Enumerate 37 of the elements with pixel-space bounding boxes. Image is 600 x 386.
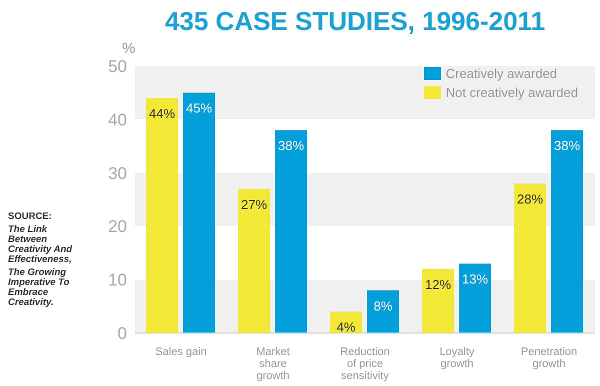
bar (422, 268, 454, 333)
y-tick-label: 40 (108, 110, 127, 130)
bar (514, 183, 546, 333)
bar (459, 264, 492, 333)
bar (146, 98, 178, 333)
bar (183, 92, 216, 333)
data-label: 45% (186, 100, 212, 116)
data-label: 44% (149, 106, 176, 122)
x-tick-label: Sales gain (155, 346, 207, 358)
y-axis-title: % (122, 40, 136, 57)
data-label: 4% (336, 320, 356, 335)
x-tick-label: Loyalty growth (440, 346, 475, 370)
x-tick-label: Penetration growth (520, 346, 578, 370)
data-label: 27% (241, 196, 268, 212)
data-label: 38% (278, 138, 304, 154)
source-note: SOURCE: (8, 211, 53, 222)
bar (238, 188, 270, 333)
data-label: 13% (462, 272, 488, 287)
x-tick-label: Reduction of price sensitivity (340, 346, 390, 382)
bar (551, 130, 584, 333)
data-label: 12% (425, 276, 452, 292)
data-label: 8% (374, 298, 393, 314)
text: The Growing Imperative To Embrace Creativity. (8, 266, 70, 308)
y-tick-label: 30 (108, 164, 127, 183)
chart-title: 435 CASE STUDIES, 1996-2011 (164, 6, 546, 37)
text: The Link Between Creativity And Effectiveness, (8, 224, 74, 265)
bar (367, 290, 400, 333)
y-tick-label: 50 (108, 57, 127, 76)
y-tick-label: 0 (118, 324, 127, 344)
data-label: 38% (554, 138, 580, 154)
x-tick-label: Market share growth (256, 346, 290, 382)
bar (275, 130, 308, 333)
legend-label: Not creatively awarded (446, 85, 578, 100)
data-label: 28% (517, 191, 544, 206)
legend-label: Creatively awarded (446, 66, 558, 81)
y-tick-label: 10 (108, 270, 127, 290)
y-tick-label: 20 (108, 217, 127, 236)
